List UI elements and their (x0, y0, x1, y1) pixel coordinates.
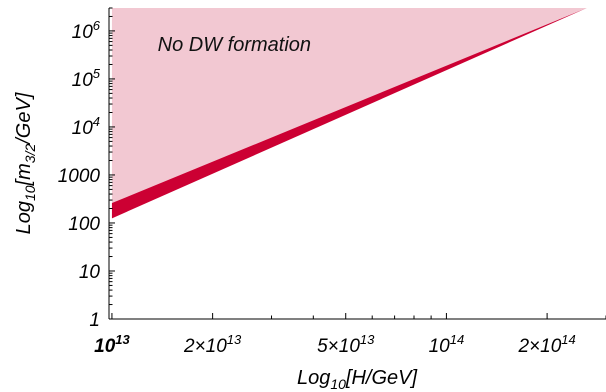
y-tick-label: 1 (89, 310, 100, 331)
x-tick-label: 1014 (429, 332, 465, 357)
annotation-no-dw-formation: No DW formation (158, 34, 311, 56)
y-tick-label: 105 (72, 66, 101, 91)
x-tick-label: 2×1013 (183, 332, 242, 357)
y-tick-label: 10 (79, 262, 101, 283)
y-tick-label: 104 (72, 114, 100, 139)
y-axis-title: Log10[m3/2/GeV] (13, 92, 38, 234)
x-axis-title: Log10[H/GeV] (297, 367, 418, 392)
x-tick-label: 5×1013 (317, 332, 375, 357)
x-tick-label: 2×1014 (517, 332, 575, 357)
axes: 1013 2×1013 5×1013 1014 2×1014 1 10 100 1000 104 1… (58, 7, 606, 357)
y-tick-label: 100 (68, 214, 100, 235)
y-tick-label: 1000 (58, 166, 101, 187)
plot-area (111, 8, 587, 219)
x-tick-label: 1013 (94, 332, 130, 357)
band-series (111, 8, 587, 219)
y-tick-label: 106 (72, 18, 101, 43)
